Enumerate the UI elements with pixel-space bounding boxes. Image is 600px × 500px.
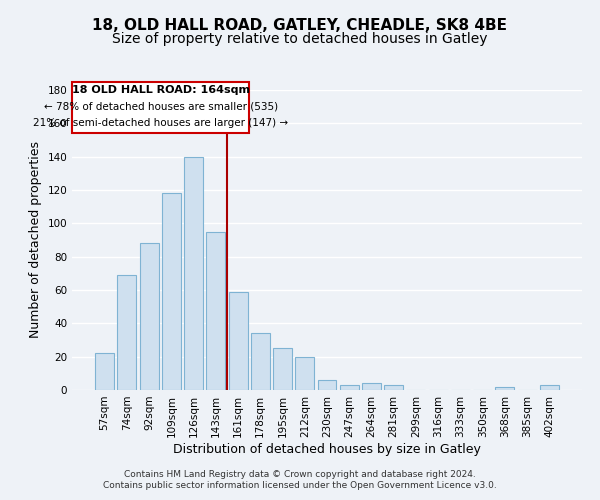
Bar	[540, 385, 559, 390]
Bar	[118, 275, 136, 390]
Bar	[384, 385, 403, 390]
Bar	[273, 348, 292, 390]
Y-axis label: Number of detached properties: Number of detached properties	[29, 142, 42, 338]
Bar	[317, 380, 337, 390]
Bar	[229, 292, 248, 390]
Text: 18 OLD HALL ROAD: 164sqm: 18 OLD HALL ROAD: 164sqm	[71, 84, 250, 94]
Text: Contains HM Land Registry data © Crown copyright and database right 2024.: Contains HM Land Registry data © Crown c…	[124, 470, 476, 479]
Bar	[95, 354, 114, 390]
Bar	[340, 385, 359, 390]
Text: 18, OLD HALL ROAD, GATLEY, CHEADLE, SK8 4BE: 18, OLD HALL ROAD, GATLEY, CHEADLE, SK8 …	[92, 18, 508, 32]
Bar	[140, 244, 158, 390]
Text: Size of property relative to detached houses in Gatley: Size of property relative to detached ho…	[112, 32, 488, 46]
Bar	[162, 194, 181, 390]
Bar	[496, 386, 514, 390]
Text: Contains public sector information licensed under the Open Government Licence v3: Contains public sector information licen…	[103, 481, 497, 490]
FancyBboxPatch shape	[72, 82, 249, 134]
Bar	[251, 334, 270, 390]
Text: 21% of semi-detached houses are larger (147) →: 21% of semi-detached houses are larger (…	[33, 118, 288, 128]
Text: ← 78% of detached houses are smaller (535): ← 78% of detached houses are smaller (53…	[44, 101, 278, 111]
Bar	[184, 156, 203, 390]
Bar	[206, 232, 225, 390]
X-axis label: Distribution of detached houses by size in Gatley: Distribution of detached houses by size …	[173, 442, 481, 456]
Bar	[295, 356, 314, 390]
Bar	[362, 384, 381, 390]
